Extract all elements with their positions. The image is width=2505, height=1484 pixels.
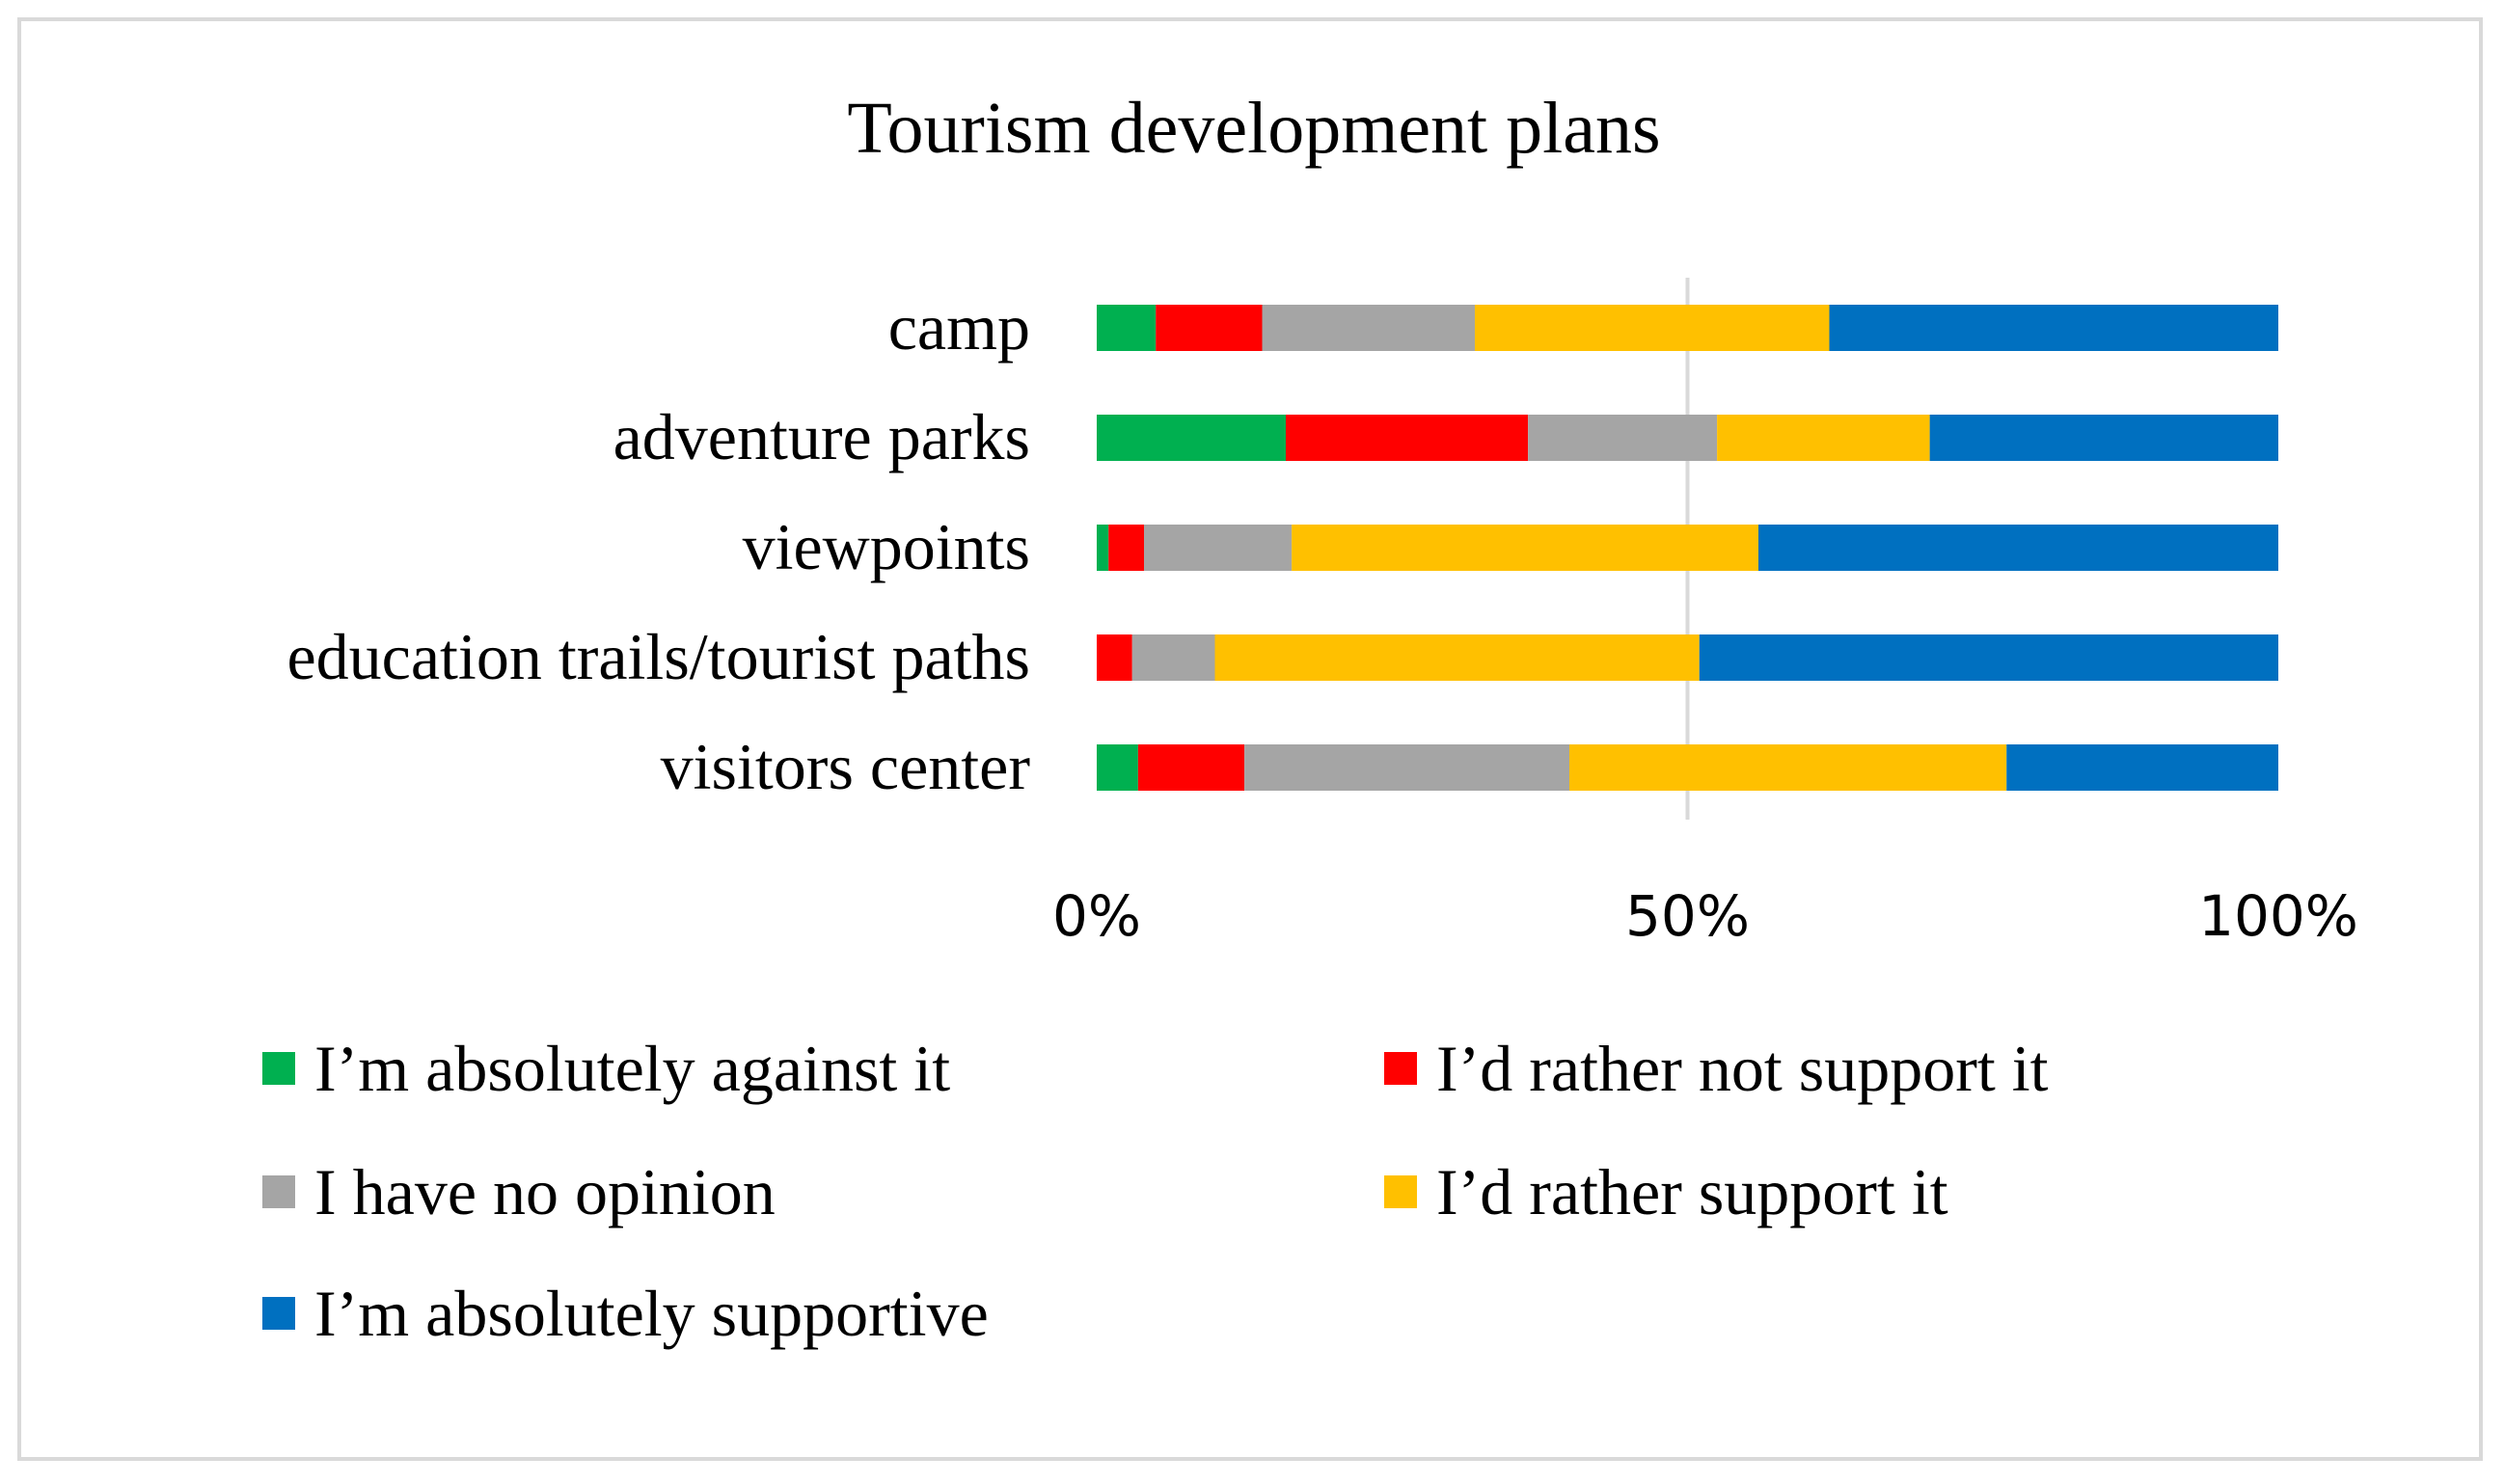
legend-swatch-1	[262, 1052, 295, 1085]
legend: I’m absolutely against it I’d rather not …	[262, 1032, 2049, 1350]
bar-camp-s2	[1156, 305, 1263, 351]
bar-visitors-center-s4	[1569, 744, 2007, 791]
bar-visitors-center-s2	[1137, 744, 1245, 791]
bar-viewpoints-s4	[1292, 525, 1758, 571]
category-label-viewpoints: viewpoints	[743, 510, 1030, 583]
bar-adventure-parks-s3	[1528, 415, 1718, 461]
bar-camp-s3	[1262, 305, 1475, 351]
category-labels: camp adventure parks viewpoints education t…	[286, 290, 1030, 803]
category-label-visitors-center: visitors center	[661, 730, 1031, 803]
x-tick-label-100: 100%	[2198, 883, 2358, 949]
bar-adventure-parks-s1	[1097, 415, 1286, 461]
bar-viewpoints-s3	[1144, 525, 1293, 571]
bar-camp-s4	[1475, 305, 1830, 351]
bar-camp-s1	[1097, 305, 1157, 351]
legend-label-2: I’d rather not support it	[1436, 1032, 2049, 1105]
legend-label-4: I’d rather support it	[1436, 1155, 1948, 1228]
bar-visitors-center-s5	[2006, 744, 2278, 791]
bar-viewpoints-s5	[1758, 525, 2278, 571]
legend-label-3: I have no opinion	[314, 1155, 776, 1228]
category-label-adventure-parks: adventure parks	[613, 400, 1030, 473]
bars	[1097, 305, 2278, 791]
bar-adventure-parks-s5	[1929, 415, 2278, 461]
bar-education-trails-tourist-paths-s5	[1699, 634, 2278, 681]
bar-camp-s5	[1829, 305, 2278, 351]
bar-visitors-center-s3	[1244, 744, 1569, 791]
legend-label-5: I’m absolutely supportive	[314, 1277, 989, 1350]
chart-frame	[17, 17, 2483, 1461]
x-axis-ticks: 0% 50% 100%	[1052, 883, 2358, 949]
bar-adventure-parks-s4	[1717, 415, 1930, 461]
bar-viewpoints-s1	[1097, 525, 1109, 571]
bar-viewpoints-s2	[1108, 525, 1144, 571]
category-label-camp: camp	[888, 290, 1030, 364]
bar-education-trails-tourist-paths-s3	[1131, 634, 1215, 681]
bar-visitors-center-s1	[1097, 744, 1138, 791]
bar-education-trails-tourist-paths-s2	[1097, 634, 1132, 681]
legend-swatch-3	[262, 1175, 295, 1208]
legend-label-1: I’m absolutely against it	[314, 1032, 950, 1105]
legend-swatch-4	[1384, 1175, 1417, 1208]
x-tick-label-0: 0%	[1052, 883, 1141, 949]
legend-swatch-2	[1384, 1052, 1417, 1085]
bar-adventure-parks-s2	[1286, 415, 1529, 461]
legend-swatch-5	[262, 1297, 295, 1330]
bar-education-trails-tourist-paths-s4	[1214, 634, 1700, 681]
category-label-education-trails-tourist-paths: education trails/tourist paths	[286, 620, 1030, 693]
x-tick-label-50: 50%	[1625, 883, 1750, 949]
chart-title: Tourism development plans	[847, 88, 1660, 169]
